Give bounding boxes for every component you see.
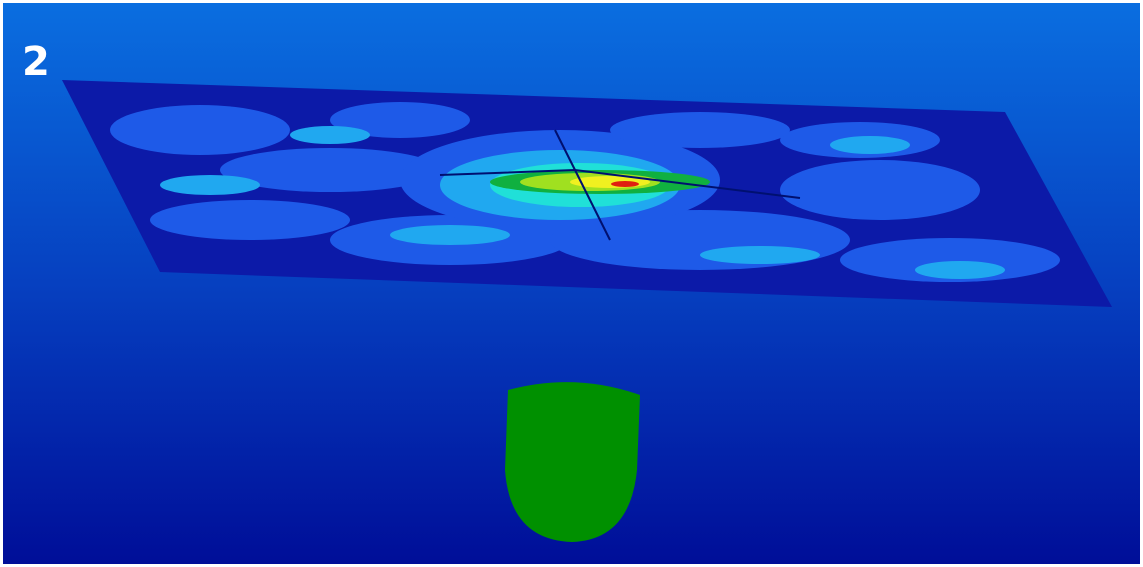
projectile xyxy=(505,382,640,542)
viewport: 2 xyxy=(0,0,1143,567)
plate xyxy=(62,80,1112,307)
page: 2 (() => { const data = JSON.parse(docum… xyxy=(0,0,1143,567)
step-label: 2 xyxy=(22,39,50,85)
